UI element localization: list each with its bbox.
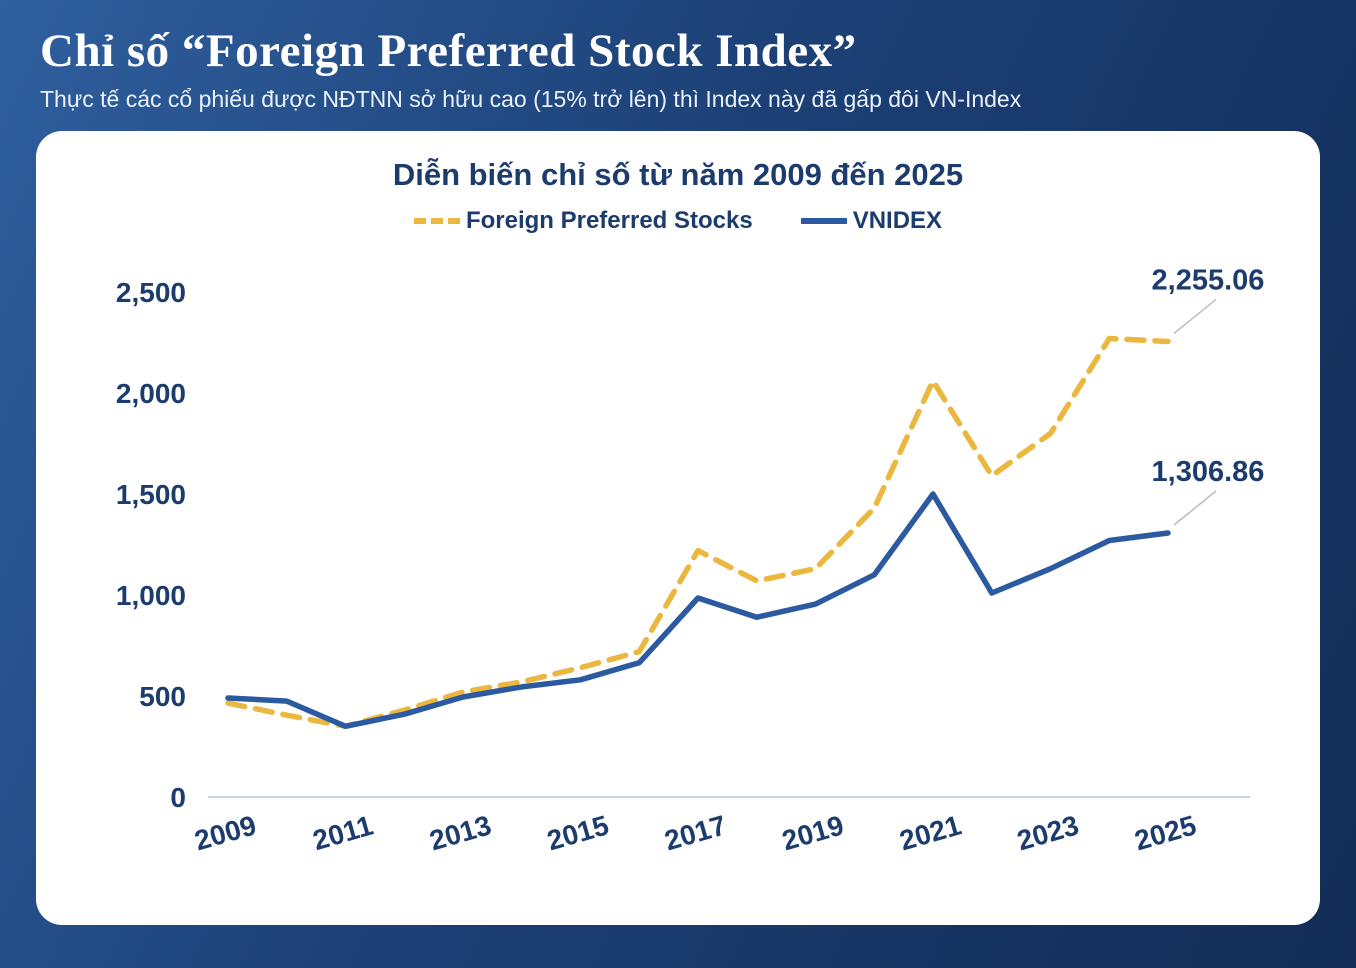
x-axis-tick-label: 2015 bbox=[544, 809, 612, 856]
x-axis-tick-label: 2021 bbox=[896, 809, 964, 856]
page-subtitle: Thực tế các cổ phiếu được NĐTNN sở hữu c… bbox=[40, 86, 1022, 112]
chart-legend: Foreign Preferred Stocks VNIDEX bbox=[58, 207, 1298, 235]
y-axis-tick-label: 2,500 bbox=[116, 277, 186, 308]
end-value-label: 1,306.86 bbox=[1152, 456, 1265, 488]
x-axis-tick-label: 2009 bbox=[191, 809, 259, 856]
y-axis-tick-label: 500 bbox=[139, 681, 186, 712]
x-axis-tick-label: 2019 bbox=[779, 809, 847, 856]
legend-label-foreign-preferred: Foreign Preferred Stocks bbox=[465, 207, 753, 234]
leader-line bbox=[1173, 298, 1217, 335]
x-axis-tick-label: 2023 bbox=[1014, 809, 1082, 856]
chart-title: Diễn biến chỉ số từ năm 2009 đến 2025 bbox=[392, 157, 964, 192]
x-axis-tick-label: 2013 bbox=[426, 809, 494, 856]
x-axis-tick-label: 2011 bbox=[309, 810, 376, 857]
x-axis-tick-label: 2025 bbox=[1131, 809, 1199, 856]
y-axis-tick-label: 2,000 bbox=[116, 378, 186, 409]
chart-card: Diễn biến chỉ số từ năm 2009 đến 2025 Fo… bbox=[36, 131, 1320, 925]
header: Chỉ số “Foreign Preferred Stock Index” T… bbox=[0, 0, 1356, 113]
leader-line bbox=[1173, 490, 1217, 526]
page: Chỉ số “Foreign Preferred Stock Index” T… bbox=[0, 0, 1356, 925]
legend-item-foreign-preferred: Foreign Preferred Stocks bbox=[413, 207, 753, 235]
series-line-foreign-preferred-stocks bbox=[225, 335, 1171, 730]
legend-label-vnindex: VNIDEX bbox=[852, 207, 943, 234]
dashed-line-swatch bbox=[413, 218, 460, 224]
y-axis-tick-label: 0 bbox=[170, 782, 186, 813]
line-chart: 0 500 1,000 1,500 2,000 2,500 2009 2011 2013 2015… bbox=[116, 264, 1265, 857]
y-axis-tick-label: 1,500 bbox=[116, 479, 186, 510]
legend-item-vnindex: VNIDEX bbox=[800, 207, 943, 235]
x-axis-tick-label: 2017 bbox=[661, 809, 729, 856]
end-value-label: 2,255.06 bbox=[1152, 264, 1265, 296]
y-axis-tick-label: 1,000 bbox=[116, 580, 186, 611]
series-line-vnidex bbox=[225, 491, 1171, 730]
solid-line-swatch bbox=[800, 218, 847, 224]
page-title: Chỉ số “Foreign Preferred Stock Index” bbox=[40, 25, 857, 77]
